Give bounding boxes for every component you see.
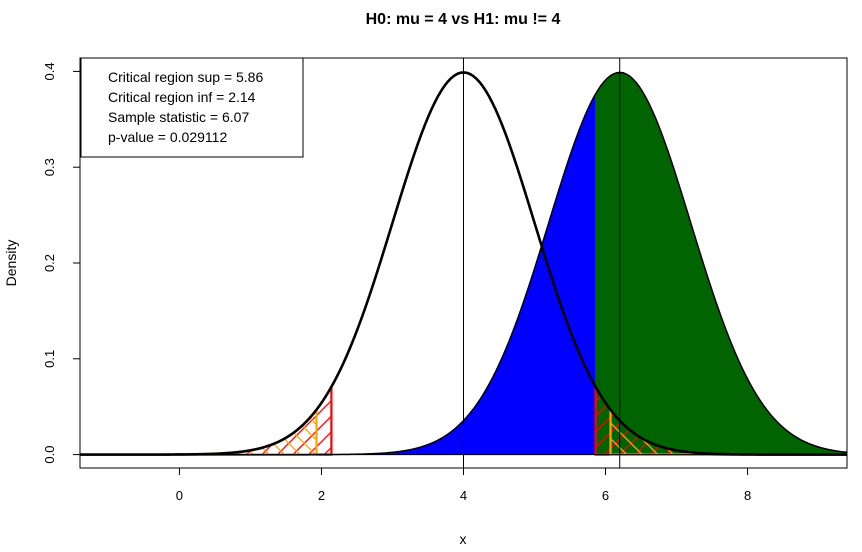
x-tick-label: 6 [602, 488, 609, 503]
y-axis-label: Density [3, 240, 19, 287]
y-tick-label: 0.3 [42, 158, 57, 176]
pvalue-right-hatch [610, 409, 847, 455]
legend-sample-statistic: Sample statistic = 6.07 [108, 109, 249, 125]
y-tick-label: 0.2 [42, 254, 57, 272]
beta-region-area [80, 93, 596, 455]
y-tick-label: 0.0 [42, 446, 57, 464]
x-tick-label: 0 [176, 488, 183, 503]
legend-p-value: p-value = 0.029112 [108, 129, 227, 145]
legend-frame [80, 57, 304, 158]
legend-box: Critical region sup = 5.86 Critical regi… [80, 57, 304, 158]
plot-area [80, 58, 847, 468]
x-tick-label: 4 [460, 488, 467, 503]
legend-critical-inf: Critical region inf = 2.14 [108, 89, 256, 105]
power-region-area [595, 72, 847, 455]
vertical-lines [463, 58, 621, 468]
chart-title: H0: mu = 4 vs H1: mu != 4 [366, 11, 561, 28]
pvalue-left-hatch [80, 409, 317, 455]
legend-critical-sup: Critical region sup = 5.86 [108, 69, 263, 85]
x-axis-label: x [460, 531, 467, 547]
y-tick-label: 0.4 [42, 62, 57, 80]
x-tick-label: 2 [318, 488, 325, 503]
y-axis: 0.0 0.1 0.2 0.3 0.4 [42, 62, 81, 464]
x-axis: 0 2 4 6 8 [176, 467, 751, 503]
y-tick-label: 0.1 [42, 350, 57, 368]
x-tick-label: 8 [744, 488, 751, 503]
